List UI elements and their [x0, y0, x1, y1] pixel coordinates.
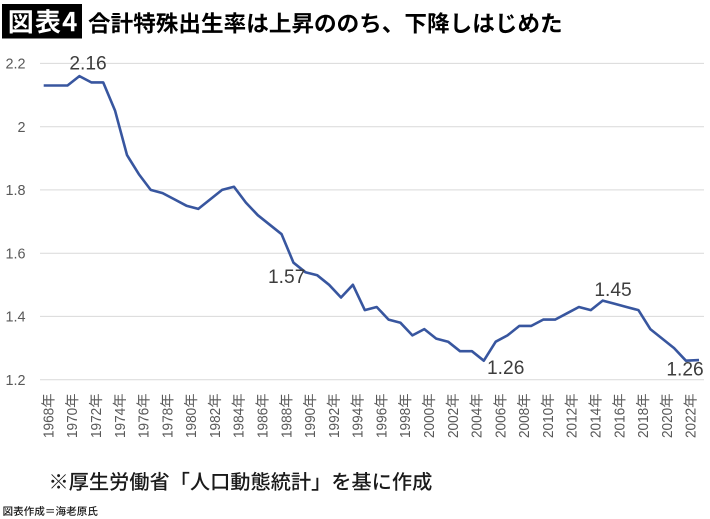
- svg-text:1992: 1992: [327, 408, 343, 438]
- svg-text:2012: 2012: [565, 408, 581, 438]
- svg-text:1990: 1990: [303, 408, 319, 438]
- svg-text:1980: 1980: [184, 408, 200, 438]
- svg-text:1998: 1998: [398, 408, 414, 438]
- svg-text:1968: 1968: [41, 408, 57, 438]
- svg-text:1976: 1976: [137, 408, 153, 438]
- svg-text:1988: 1988: [279, 408, 295, 438]
- svg-text:2016: 2016: [612, 408, 628, 438]
- svg-text:2020: 2020: [660, 408, 676, 438]
- svg-text:1982: 1982: [208, 408, 224, 438]
- svg-text:2022: 2022: [684, 408, 700, 438]
- svg-text:1.45: 1.45: [594, 280, 631, 301]
- svg-text:2.2: 2.2: [5, 57, 25, 73]
- svg-text:1996: 1996: [374, 408, 390, 438]
- svg-text:1.57: 1.57: [268, 267, 305, 288]
- svg-text:2: 2: [17, 120, 25, 136]
- svg-text:1.26: 1.26: [666, 360, 703, 381]
- svg-text:1978: 1978: [160, 408, 176, 438]
- svg-text:2010: 2010: [541, 408, 557, 438]
- svg-text:1.2: 1.2: [5, 373, 25, 389]
- svg-text:2000: 2000: [422, 408, 438, 438]
- svg-text:1972: 1972: [89, 408, 105, 438]
- svg-text:1.6: 1.6: [5, 246, 25, 262]
- svg-text:1994: 1994: [351, 408, 367, 438]
- svg-text:2006: 2006: [493, 408, 509, 438]
- svg-text:2002: 2002: [446, 408, 462, 438]
- svg-text:1.26: 1.26: [487, 358, 524, 379]
- svg-text:1974: 1974: [113, 408, 129, 438]
- svg-text:2008: 2008: [517, 408, 533, 438]
- svg-text:1.4: 1.4: [5, 310, 25, 326]
- svg-text:2.16: 2.16: [69, 54, 106, 75]
- svg-text:1.8: 1.8: [5, 183, 25, 199]
- svg-text:1984: 1984: [232, 408, 248, 438]
- svg-text:2004: 2004: [470, 408, 486, 438]
- svg-text:2014: 2014: [589, 408, 605, 438]
- svg-text:2018: 2018: [636, 408, 652, 438]
- svg-text:1970: 1970: [65, 408, 81, 438]
- svg-text:1986: 1986: [256, 408, 272, 438]
